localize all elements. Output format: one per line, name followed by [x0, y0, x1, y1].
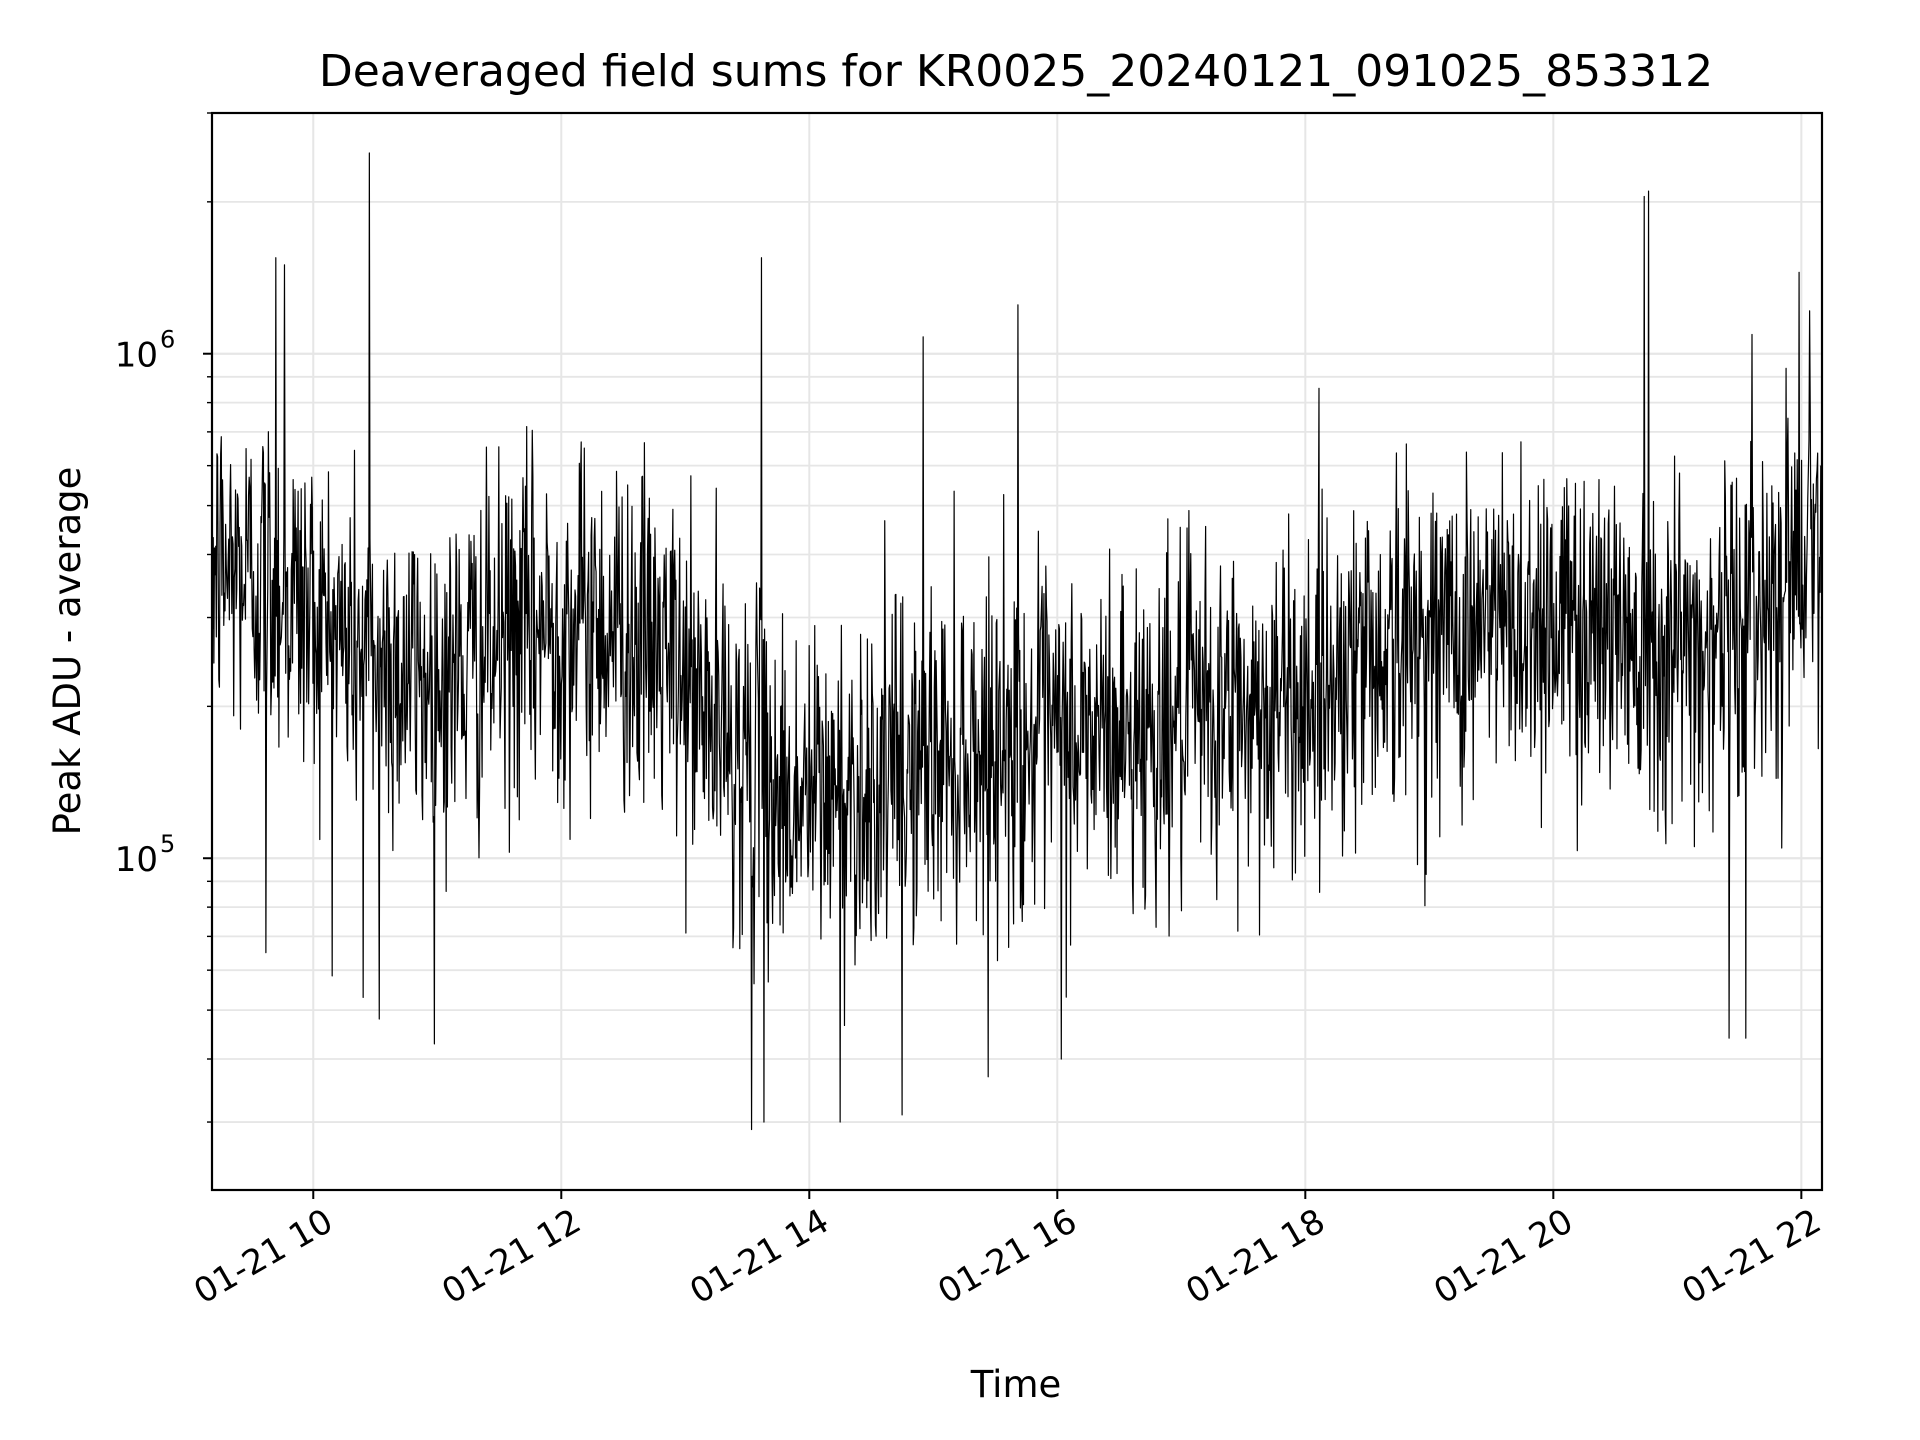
- series-line: [211, 152, 1823, 1131]
- y-axis-label: Peak ADU - average: [46, 467, 89, 836]
- data-layer: [211, 152, 1823, 1131]
- y-tick-label: 10 6: [115, 326, 176, 376]
- x-axis-label: Time: [970, 1363, 1062, 1406]
- y-tick-label: 10 5: [115, 830, 176, 880]
- y-tick-base: 10: [115, 336, 158, 376]
- y-tick-exponent: 5: [160, 830, 175, 858]
- y-tick-base: 10: [115, 840, 158, 880]
- y-tick-exponent: 6: [160, 326, 175, 354]
- axes-frame: [210, 111, 1824, 1192]
- chart-title: Deaveraged field sums for KR0025_2024012…: [319, 46, 1713, 97]
